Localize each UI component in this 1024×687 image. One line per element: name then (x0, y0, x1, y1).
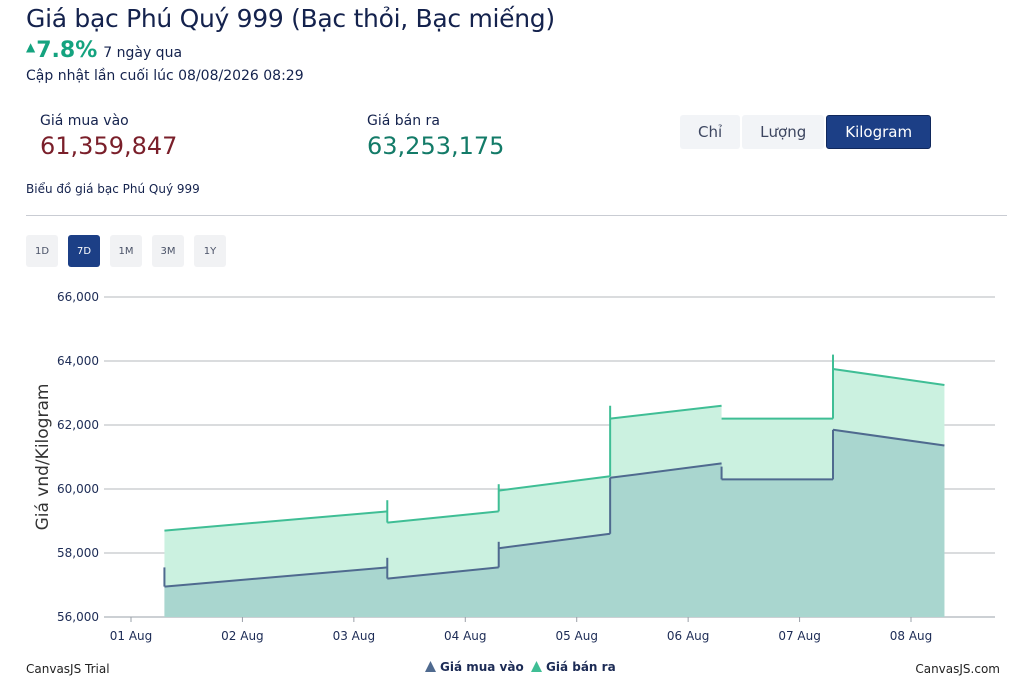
series-line-segment (387, 510, 499, 524)
unit-button-kilogram[interactable]: Kilogram (826, 115, 932, 149)
price-chart: 56,000 58,000 60,000 62,000 64,000 66,000 Giá … (33, 290, 995, 674)
series-line-segment (164, 566, 388, 588)
range-button-1d[interactable]: 1D (26, 235, 58, 267)
range-selector: 1D 7D 1M 3M 1Y (26, 235, 226, 267)
canvasjs-trial-credit: CanvasJS Trial (26, 662, 110, 676)
x-tick-label: 08 Aug (890, 629, 933, 643)
series-line-segment (610, 462, 722, 479)
series-line-segment (387, 566, 499, 580)
x-tick-label: 03 Aug (333, 629, 376, 643)
buy-price-label: Giá mua vào (40, 113, 129, 129)
y-tick-label: 62,000 (57, 418, 99, 432)
divider (26, 215, 1007, 216)
range-button-3m[interactable]: 3M (152, 235, 184, 267)
buy-price-value: 61,359,847 (40, 132, 178, 160)
x-tick-label: 06 Aug (667, 629, 710, 643)
range-button-1y[interactable]: 1Y (194, 235, 226, 267)
x-tick-label: 01 Aug (110, 629, 153, 643)
range-button-1m[interactable]: 1M (110, 235, 142, 267)
x-tick-label: 04 Aug (444, 629, 487, 643)
unit-selector: Chỉ Lượng Kilogram (680, 115, 932, 149)
x-tick-label: 05 Aug (555, 629, 598, 643)
x-tick-label: 07 Aug (778, 629, 821, 643)
x-tick-label: 02 Aug (221, 629, 264, 643)
last-updated: Cập nhật lần cuối lúc 08/08/2026 08:29 (26, 68, 304, 84)
legend-label-0: Giá mua vào (440, 660, 524, 674)
unit-button-chi[interactable]: Chỉ (680, 115, 741, 149)
series-line-segment (498, 475, 611, 492)
legend-marker-1 (531, 661, 542, 672)
y-axis-title: Giá vnd/Kilogram (33, 384, 53, 531)
trend-up-icon: ▲ (26, 40, 36, 54)
price-change: ▲ 7.8% 7 ngày qua (26, 38, 182, 63)
canvasjs-credit-link[interactable]: CanvasJS.com (915, 662, 1000, 676)
y-tick-label: 60,000 (57, 482, 99, 496)
legend-marker-0 (425, 661, 436, 672)
y-tick-label: 58,000 (57, 546, 99, 560)
change-percent: 7.8% (36, 38, 98, 63)
sell-price-label: Giá bán ra (367, 113, 440, 129)
y-tick-label: 64,000 (57, 354, 99, 368)
series-line-segment (164, 510, 388, 532)
y-tick-label: 56,000 (57, 610, 99, 624)
sell-price-value: 63,253,175 (367, 132, 505, 160)
series-line-segment (498, 532, 611, 550)
y-tick-label: 66,000 (57, 290, 99, 304)
series-line-segment (832, 368, 945, 386)
change-period: 7 ngày qua (103, 45, 183, 61)
unit-button-luong[interactable]: Lượng (742, 115, 825, 149)
range-button-7d[interactable]: 7D (68, 235, 100, 267)
chart-caption: Biểu đồ giá bạc Phú Quý 999 (26, 182, 200, 196)
series-line-segment (832, 428, 945, 447)
series-line-segment (610, 404, 722, 420)
legend-label-1: Giá bán ra (546, 660, 616, 674)
page-title: Giá bạc Phú Quý 999 (Bạc thỏi, Bạc miếng… (26, 4, 555, 33)
